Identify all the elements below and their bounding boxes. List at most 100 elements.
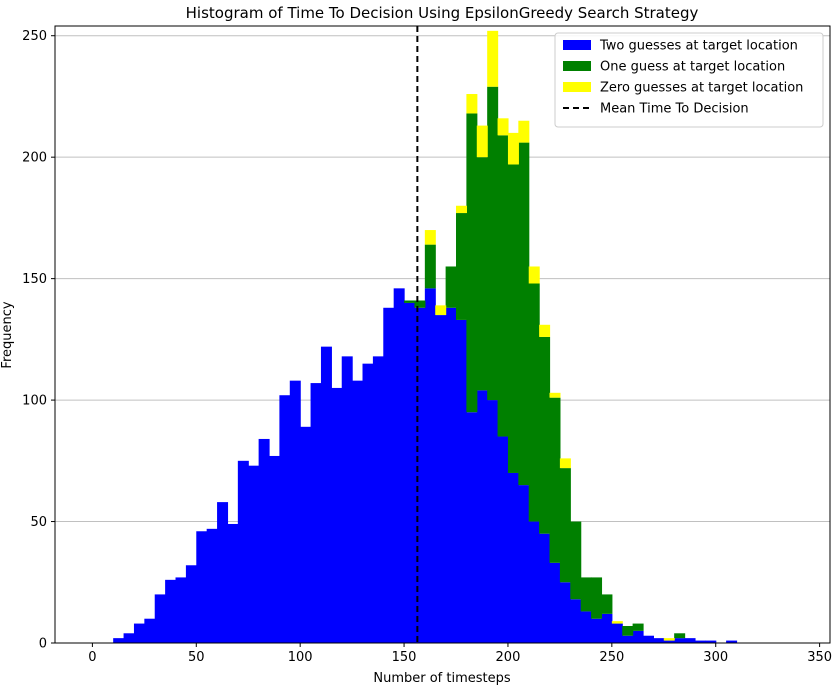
histogram-bar — [289, 380, 301, 643]
histogram-bar — [539, 336, 551, 534]
histogram-bar — [175, 577, 187, 643]
histogram-bar — [279, 395, 291, 643]
histogram-bar — [476, 157, 488, 391]
histogram-bar — [518, 120, 530, 143]
histogram-bar — [123, 633, 135, 643]
histogram-bar — [570, 521, 582, 600]
legend-label: Two guesses at target location — [599, 39, 798, 54]
y-axis-label: Frequency — [0, 301, 15, 368]
plot-area-frame — [54, 25, 831, 644]
histogram-bar — [487, 400, 499, 643]
x-axis-ticks: 0 50 100 150 200 250 300 350 — [88, 643, 832, 665]
histogram-bar — [539, 324, 551, 337]
histogram-bar — [632, 630, 644, 643]
histogram-bar — [404, 302, 416, 643]
histogram-bar — [632, 623, 644, 631]
histogram-bar — [133, 623, 145, 643]
legend-swatch — [563, 61, 591, 71]
histogram-bar — [653, 638, 665, 643]
histogram-bar — [206, 528, 218, 643]
y-tick-label: 250 — [22, 29, 47, 44]
histogram-bar — [248, 465, 260, 643]
histogram-bar — [601, 594, 613, 614]
y-tick-label: 0 — [39, 637, 47, 652]
histogram-bar — [487, 30, 499, 87]
histogram-bar — [518, 485, 530, 643]
histogram-bar — [331, 387, 343, 643]
histogram-bar — [528, 521, 540, 643]
histogram-bar — [559, 468, 571, 583]
histogram-bar — [570, 599, 582, 643]
histogram-bar — [559, 458, 571, 469]
legend-label: One guess at target location — [600, 60, 785, 75]
x-tick-label: 300 — [703, 650, 728, 665]
histogram-bar — [580, 611, 592, 643]
histogram-bar — [185, 565, 197, 643]
x-tick-label: 350 — [807, 650, 832, 665]
histogram-bar — [456, 213, 467, 320]
histogram-bar — [227, 523, 239, 643]
bars — [113, 30, 738, 643]
histogram-bar — [466, 113, 478, 413]
histogram-bar — [456, 319, 467, 643]
histogram-bar — [591, 618, 603, 643]
y-tick-label: 200 — [22, 151, 47, 166]
histogram-bar — [476, 390, 488, 643]
histogram-bar — [352, 380, 364, 643]
histogram-bar — [622, 635, 634, 643]
legend-swatch — [563, 40, 591, 50]
histogram-bar — [196, 531, 208, 643]
histogram-bar — [435, 305, 447, 316]
histogram-bar — [393, 288, 405, 643]
histogram-bar — [414, 307, 426, 643]
x-tick-label: 150 — [392, 650, 417, 665]
histogram-bar — [674, 638, 686, 643]
histogram-bar — [549, 392, 561, 398]
histogram-bar — [383, 307, 395, 643]
histogram-bar — [424, 230, 436, 245]
histogram-bar — [144, 618, 156, 643]
histogram-bar — [487, 86, 499, 401]
chart-title: Histogram of Time To Decision Using Epsi… — [186, 4, 699, 22]
histogram-bar — [507, 472, 519, 643]
y-tick-label: 150 — [22, 272, 47, 287]
histogram-bar — [549, 562, 561, 643]
histogram-bar — [269, 455, 280, 643]
histogram-bar — [549, 397, 561, 563]
histogram-bar — [424, 244, 436, 289]
histogram-bar — [663, 638, 675, 641]
y-axis-ticks: 0 50 100 150 200 250 — [22, 29, 55, 652]
histogram-bar — [559, 582, 571, 643]
histogram-bar — [622, 625, 634, 636]
histogram-bar — [414, 300, 426, 308]
histogram-bar — [539, 533, 551, 643]
histogram-bar — [404, 300, 416, 303]
histogram-bar — [217, 502, 229, 643]
histogram-bar — [466, 94, 478, 114]
histogram-bar — [507, 164, 519, 473]
histogram-bar — [300, 426, 312, 643]
histogram-bar — [237, 460, 249, 643]
legend-label: Zero guesses at target location — [600, 81, 803, 96]
histogram-bar — [497, 135, 509, 437]
histogram-bar — [476, 125, 488, 158]
histogram-bar — [362, 363, 374, 643]
histogram-bar — [341, 356, 353, 643]
legend-swatch — [563, 82, 591, 92]
y-tick-label: 50 — [30, 515, 47, 530]
legend-label: Mean Time To Decision — [600, 102, 749, 117]
histogram-bar — [424, 288, 436, 643]
histogram-bar — [497, 118, 509, 136]
x-tick-label: 200 — [496, 650, 521, 665]
histogram-bar — [694, 640, 706, 643]
histogram-bar — [591, 577, 603, 619]
histogram-bar — [643, 635, 654, 643]
histogram-bar — [518, 142, 530, 486]
histogram-bar — [705, 640, 717, 643]
histogram-bar — [113, 638, 125, 643]
histogram-bar — [611, 621, 623, 624]
histogram-bar — [726, 640, 738, 643]
x-axis-label: Number of timesteps — [373, 671, 511, 686]
histogram-bar — [466, 412, 478, 643]
